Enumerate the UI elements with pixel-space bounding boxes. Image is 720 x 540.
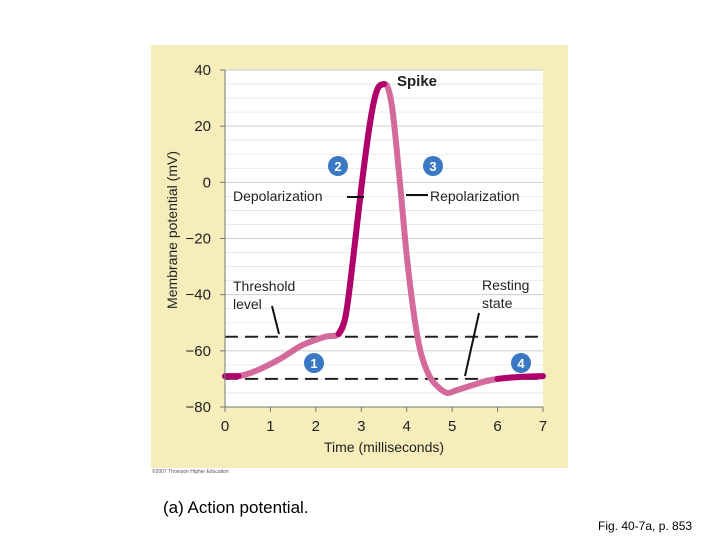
x-tick-label: 5	[448, 418, 456, 435]
x-tick-label: 6	[493, 418, 501, 435]
phase-badge-2-number: 2	[334, 159, 341, 174]
phase-badge-4-number: 4	[517, 356, 525, 371]
x-tick-label: 2	[312, 418, 320, 435]
phase-badge-4: 4	[511, 353, 531, 373]
figure-caption: (a) Action potential.	[163, 498, 309, 517]
phase-badge-3-circle	[423, 156, 443, 176]
depolarization-label: Depolarization	[233, 188, 323, 204]
phase-badge-2: 2	[328, 156, 348, 176]
x-axis-label: Time (milliseconds)	[324, 439, 444, 455]
curve-depolarization-segment	[335, 81, 387, 337]
threshold-leader	[271, 305, 280, 335]
x-tick-label: 4	[403, 418, 411, 435]
y-tick-label: 0	[203, 174, 211, 191]
copyright-notice: ©2007 Thomson Higher Education	[152, 469, 229, 475]
figure-reference: Fig. 40-7a, p. 853	[598, 519, 693, 533]
y-tick-label: 20	[194, 118, 211, 135]
threshold-label-line1: Threshold	[233, 278, 295, 294]
y-axis-label: Membrane potential (mV)	[164, 151, 180, 309]
action-potential-curve	[222, 80, 546, 397]
y-tick-label: −60	[186, 343, 211, 360]
repolarization-label: Repolarization	[430, 188, 520, 204]
phase-badge-1-number: 1	[310, 356, 317, 371]
threshold-label-line2: level	[233, 296, 262, 312]
resting-leader	[464, 312, 480, 377]
spike-label: Spike	[397, 73, 437, 90]
x-tick-label: 1	[266, 418, 274, 435]
x-tick-labels: 0 1 2 3 4 5 6 7	[221, 407, 547, 435]
y-tick-label: −40	[186, 287, 211, 304]
curve-final-rest-segment	[494, 373, 546, 382]
phase-badge-4-circle	[511, 353, 531, 373]
curve-base	[222, 80, 546, 397]
resting-label-line1: Resting	[482, 277, 529, 293]
y-tick-label: −20	[186, 231, 211, 248]
x-tick-label: 0	[221, 418, 229, 435]
y-tick-label: −80	[186, 399, 211, 416]
resting-label-line2: state	[482, 295, 513, 311]
x-tick-label: 7	[539, 418, 547, 435]
y-tick-labels: 40 20 0 −20 −40 −60 −80	[186, 62, 225, 416]
phase-badge-2-circle	[328, 156, 348, 176]
phase-badge-1: 1	[304, 353, 324, 373]
phase-badge-3: 3	[423, 156, 443, 176]
x-tick-label: 3	[357, 418, 365, 435]
phase-badge-1-circle	[304, 353, 324, 373]
y-tick-label: 40	[194, 62, 211, 79]
phase-badge-3-number: 3	[429, 159, 436, 174]
